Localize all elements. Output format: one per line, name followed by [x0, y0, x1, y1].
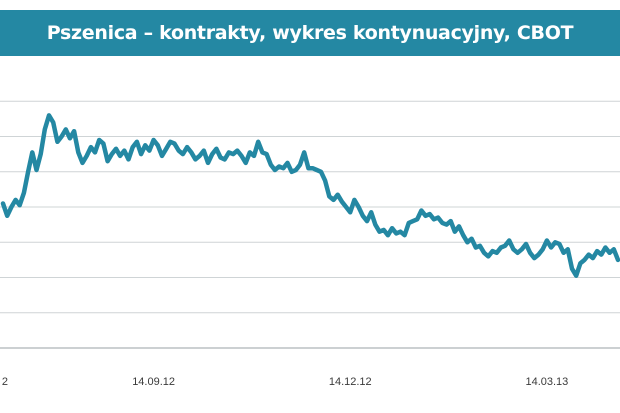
chart-title: Pszenica – kontrakty, wykres kontynuacyj… [46, 22, 574, 44]
x-tick-label-4: 14.03.13 [525, 376, 568, 388]
x-tick-label-3: 14.12.12 [329, 376, 372, 388]
chart-title-banner: Pszenica – kontrakty, wykres kontynuacyj… [0, 10, 620, 56]
x-tick-label-2: 14.09.12 [132, 376, 175, 388]
series-line [0, 113, 620, 278]
x-tick-label-1: 2 [2, 376, 8, 388]
